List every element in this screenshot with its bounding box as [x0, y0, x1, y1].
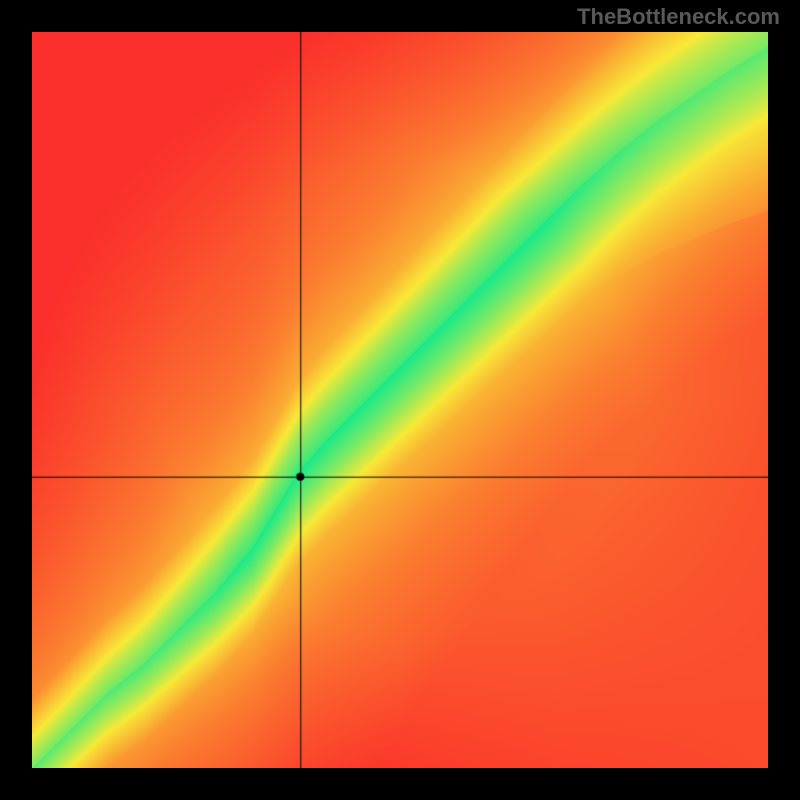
chart-container: TheBottleneck.com: [0, 0, 800, 800]
watermark-text: TheBottleneck.com: [577, 4, 780, 30]
heatmap-plot: [32, 32, 768, 768]
heatmap-canvas: [32, 32, 768, 768]
